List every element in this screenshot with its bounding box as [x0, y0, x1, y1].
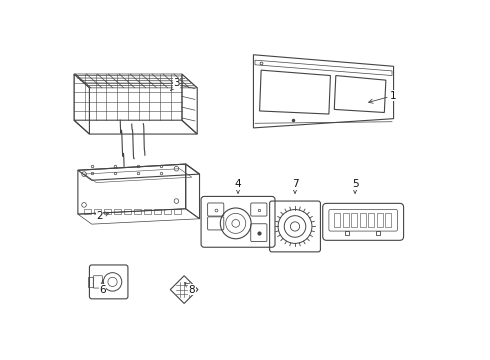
Bar — [360, 213, 366, 227]
Bar — [164, 209, 171, 214]
Text: 4: 4 — [235, 179, 242, 193]
Text: 5: 5 — [352, 179, 358, 193]
Bar — [351, 213, 357, 227]
Bar — [385, 213, 392, 227]
Bar — [134, 209, 141, 214]
Bar — [124, 209, 131, 214]
Bar — [334, 213, 341, 227]
Bar — [94, 209, 101, 214]
Text: 1: 1 — [368, 91, 397, 103]
Bar — [174, 209, 181, 214]
Bar — [343, 213, 349, 227]
Text: 2: 2 — [96, 211, 109, 221]
Bar — [88, 277, 93, 287]
Bar — [368, 213, 374, 227]
Bar — [104, 209, 111, 214]
Bar — [377, 213, 383, 227]
Bar — [84, 209, 91, 214]
Text: 3: 3 — [171, 78, 180, 91]
Bar — [114, 209, 121, 214]
Bar — [144, 209, 151, 214]
Text: 6: 6 — [99, 281, 106, 294]
Text: 8: 8 — [185, 283, 195, 294]
Bar — [154, 209, 161, 214]
Text: 7: 7 — [292, 179, 298, 193]
